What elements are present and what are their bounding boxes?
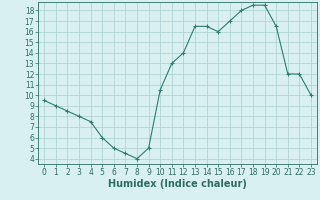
X-axis label: Humidex (Indice chaleur): Humidex (Indice chaleur): [108, 179, 247, 189]
